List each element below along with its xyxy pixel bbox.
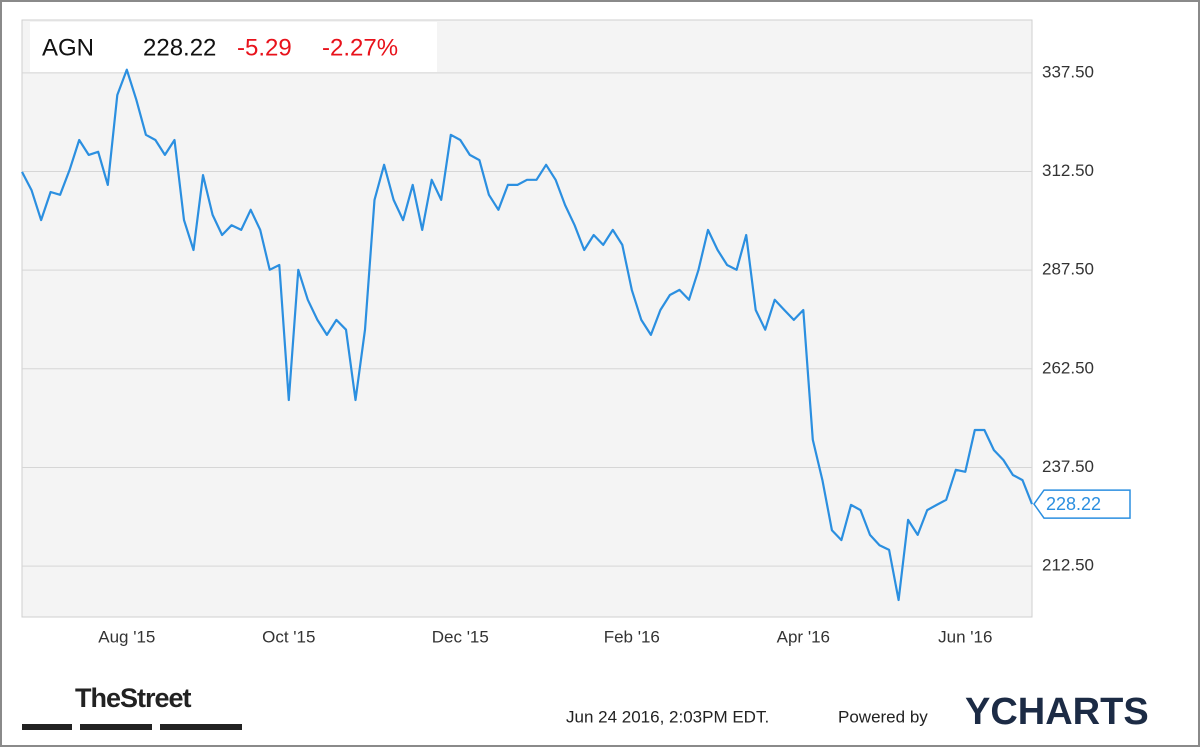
- x-tick-label: Apr '16: [777, 627, 830, 646]
- x-tick-label: Feb '16: [604, 627, 660, 646]
- y-tick-label: 337.50: [1042, 62, 1094, 81]
- last-price-tag: [1033, 489, 1131, 519]
- change-pct: -2.27%: [322, 34, 398, 61]
- last-price-label: 228.22: [1046, 494, 1101, 514]
- y-tick-label: 287.50: [1042, 260, 1094, 279]
- x-tick-label: Jun '16: [938, 627, 992, 646]
- brand: TheStreet: [75, 683, 192, 713]
- ticker: AGN: [42, 34, 94, 61]
- y-tick-label: 237.50: [1042, 457, 1094, 476]
- powered-by: Powered by: [838, 707, 928, 726]
- timestamp: Jun 24 2016, 2:03PM EDT.: [566, 707, 769, 726]
- brand-bar: [80, 724, 152, 730]
- header-box: [30, 22, 437, 72]
- x-tick-label: Oct '15: [262, 627, 315, 646]
- change: -5.29: [237, 34, 292, 61]
- plot-area: [21, 19, 1033, 618]
- y-tick-label: 262.50: [1042, 358, 1094, 377]
- grid: [22, 72, 1032, 567]
- brand-bar: [22, 724, 72, 730]
- x-tick-label: Aug '15: [98, 627, 155, 646]
- brand-bar: [160, 724, 242, 730]
- x-tick-label: Dec '15: [432, 627, 489, 646]
- y-tick-label: 212.50: [1042, 556, 1094, 575]
- y-tick-label: 312.50: [1042, 161, 1094, 180]
- price-line: [21, 68, 1034, 602]
- logo: YCHARTS: [965, 691, 1149, 733]
- price: 228.22: [143, 34, 216, 61]
